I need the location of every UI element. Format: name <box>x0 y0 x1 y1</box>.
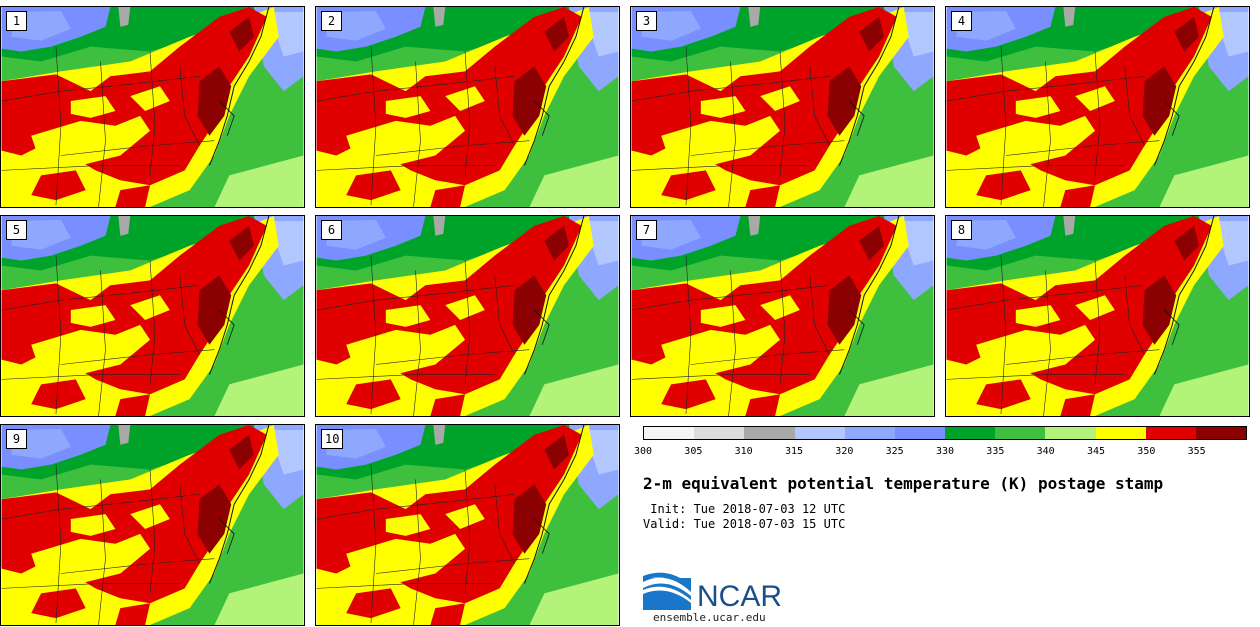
member-panel-7: 7 <box>630 215 935 417</box>
map-panel-5 <box>1 216 304 416</box>
ensemble-url[interactable]: ensemble.ucar.edu <box>653 611 766 624</box>
init-time: Init: Tue 2018-07-03 12 UTC <box>643 502 846 516</box>
colorbar-label-340: 340 <box>1036 446 1055 457</box>
panel-number-8: 8 <box>951 220 972 240</box>
member-panel-6: 6 <box>315 215 620 417</box>
map-panel-3 <box>631 7 934 207</box>
member-panel-5: 5 <box>0 215 305 417</box>
ncar-wordmark: NCAR <box>697 580 783 613</box>
map-panel-1 <box>1 7 304 207</box>
map-panel-2 <box>316 7 619 207</box>
colorbar-labels: 300 305 310 315 320 325 330 335 340 345 350 355 <box>634 446 1247 460</box>
panel-number-3: 3 <box>636 11 657 31</box>
colorbar-swatch-5 <box>894 427 946 439</box>
map-panel-4 <box>946 7 1249 207</box>
colorbar-label-355: 355 <box>1187 446 1206 457</box>
map-panel-6 <box>316 216 619 416</box>
member-panel-1: 1 <box>0 6 305 208</box>
colorbar-swatch-9 <box>1095 427 1146 439</box>
valid-time: Valid: Tue 2018-07-03 15 UTC <box>643 517 846 531</box>
panel-number-5: 5 <box>6 220 27 240</box>
colorbar-swatch-8 <box>1045 427 1096 439</box>
plot-title: 2-m equivalent potential temperature (K)… <box>643 474 1164 493</box>
colorbar-swatch-4 <box>844 427 895 439</box>
member-panel-2: 2 <box>315 6 620 208</box>
colorbar-swatch-11 <box>1195 427 1247 439</box>
map-panel-7 <box>631 216 934 416</box>
colorbar-swatch-1 <box>694 427 745 439</box>
colorbar-label-350: 350 <box>1137 446 1156 457</box>
colorbar-label-305: 305 <box>684 446 703 457</box>
colorbar-label-315: 315 <box>784 446 804 457</box>
member-panel-9: 9 <box>0 424 305 626</box>
colorbar <box>643 426 1247 440</box>
colorbar-swatch-10 <box>1145 427 1196 439</box>
colorbar-label-345: 345 <box>1086 446 1106 457</box>
colorbar-swatch-7 <box>995 427 1046 439</box>
ncar-logo-icon <box>643 572 691 610</box>
colorbar-swatch-6 <box>945 427 996 439</box>
colorbar-swatch-2 <box>744 427 795 439</box>
member-panel-3: 3 <box>630 6 935 208</box>
colorbar-label-335: 335 <box>986 446 1005 457</box>
colorbar-swatch-0 <box>644 427 695 439</box>
panel-number-10: 10 <box>321 429 344 449</box>
map-panel-8 <box>946 216 1249 416</box>
colorbar-swatch-3 <box>794 427 845 439</box>
member-panel-8: 8 <box>945 215 1250 417</box>
colorbar-label-330: 330 <box>935 446 955 457</box>
map-panel-9 <box>1 425 304 625</box>
colorbar-label-310: 310 <box>734 446 753 457</box>
colorbar-label-320: 320 <box>835 446 854 457</box>
member-panel-10: 10 <box>315 424 620 626</box>
panel-number-7: 7 <box>636 220 657 240</box>
colorbar-label-300: 300 <box>633 446 653 457</box>
map-panel-10 <box>316 425 619 625</box>
panel-number-2: 2 <box>321 11 342 31</box>
member-panel-4: 4 <box>945 6 1250 208</box>
panel-number-4: 4 <box>951 11 972 31</box>
panel-number-6: 6 <box>321 220 342 240</box>
panel-number-1: 1 <box>6 11 27 31</box>
colorbar-label-325: 325 <box>885 446 904 457</box>
panel-number-9: 9 <box>6 429 27 449</box>
